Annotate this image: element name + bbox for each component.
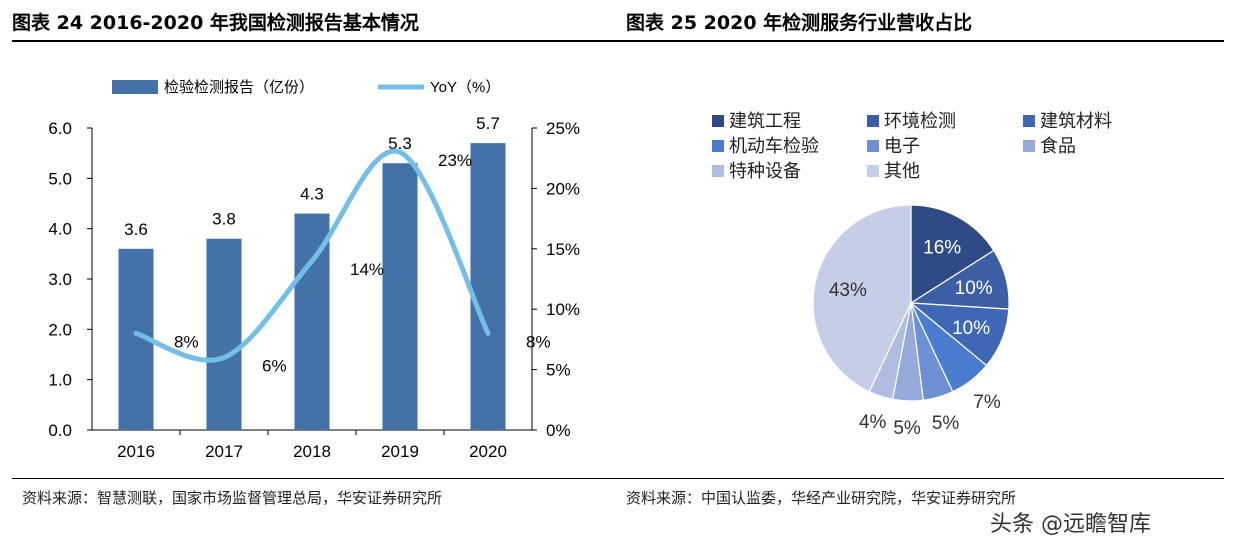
line-value-label: 23% [438, 151, 472, 170]
x-tick-label: 2017 [205, 442, 243, 461]
y2-tick-label: 15% [546, 240, 580, 259]
legend-swatch [1023, 115, 1035, 127]
pie-value-label: 7% [973, 392, 1001, 413]
legend-label: 环境检测 [884, 111, 956, 131]
line-value-label: 8% [174, 332, 199, 351]
legend-swatch [867, 140, 879, 152]
legend-swatch [712, 115, 724, 127]
y-tick-label: 4.0 [48, 220, 72, 239]
legend-swatch [712, 140, 724, 152]
pie-value-label: 5% [893, 418, 921, 439]
title-rule [12, 40, 1224, 42]
legend-swatch [712, 165, 724, 177]
y2-tick-label: 25% [546, 119, 580, 138]
line-value-label: 14% [350, 260, 384, 279]
y2-tick-label: 10% [546, 300, 580, 319]
legend-line-label: YoY（%） [430, 79, 500, 96]
line-value-label: 6% [262, 357, 287, 376]
left-chart-title: 图表 24 2016-2020 年我国检测报告基本情况 [12, 12, 419, 34]
x-tick-label: 2019 [381, 442, 419, 461]
pie-value-label: 5% [932, 413, 960, 434]
legend-label: 特种设备 [729, 161, 801, 181]
x-tick-label: 2016 [117, 442, 155, 461]
y-tick-label: 1.0 [48, 371, 72, 390]
legend-bar-swatch [112, 80, 158, 94]
x-tick-label: 2020 [469, 442, 507, 461]
bar [470, 143, 506, 430]
bar [294, 213, 330, 430]
bar-line-chart: 检验检测报告（亿份） YoY（%） 0.0 1.0 2.0 3.0 4.0 5.0 6.0 0% 5… [48, 79, 580, 461]
bar-value-label: 4.3 [300, 185, 324, 204]
y-tick-label: 2.0 [48, 320, 72, 339]
legend-label: 食品 [1040, 136, 1076, 156]
left-source-note: 资料来源：智慧测联，国家市场监督管理总局，华安证券研究所 [22, 489, 443, 507]
legend-swatch [867, 115, 879, 127]
yoy-line [133, 148, 491, 363]
y-tick-label: 0.0 [48, 421, 72, 440]
bar-value-label: 5.3 [388, 134, 412, 153]
y2-tick-label: 0% [546, 421, 571, 440]
y2-tick-label: 20% [546, 179, 580, 198]
source-rule [12, 478, 1224, 479]
legend-swatch [867, 165, 879, 177]
legend-label: 电子 [884, 136, 920, 156]
watermark-text: 头条 @远瞻智库 [990, 512, 1151, 537]
pie-value-label: 43% [829, 280, 867, 301]
bar-value-label: 3.8 [212, 210, 236, 229]
bar [206, 238, 242, 430]
legend-swatch [1023, 140, 1035, 152]
pie-value-label: 16% [923, 237, 961, 258]
pie-slice [812, 204, 912, 393]
bar [382, 163, 418, 430]
bar-value-label: 5.7 [476, 114, 500, 133]
line-value-label: 8% [526, 332, 551, 351]
pie-value-label: 4% [859, 412, 887, 433]
right-source-note: 资料来源：中国认监委，华经产业研究院，华安证券研究所 [626, 489, 1017, 507]
legend-label: 建筑材料 [1040, 111, 1112, 131]
y-tick-label: 5.0 [48, 169, 72, 188]
legend-label: 机动车检验 [729, 136, 819, 156]
pie-value-label: 10% [952, 318, 990, 339]
y-tick-label: 6.0 [48, 119, 72, 138]
y2-tick-label: 5% [546, 361, 571, 380]
pie-value-label: 10% [955, 278, 993, 299]
legend-label: 建筑工程 [729, 111, 801, 131]
pie-slice [910, 204, 995, 305]
legend-label: 其他 [884, 161, 920, 181]
y-tick-label: 3.0 [48, 270, 72, 289]
right-chart-title: 图表 25 2020 年检测服务行业营收占比 [626, 12, 973, 34]
legend-bar-label: 检验检测报告（亿份） [164, 79, 314, 96]
bar-value-label: 3.6 [124, 220, 148, 239]
x-tick-label: 2018 [293, 442, 331, 461]
